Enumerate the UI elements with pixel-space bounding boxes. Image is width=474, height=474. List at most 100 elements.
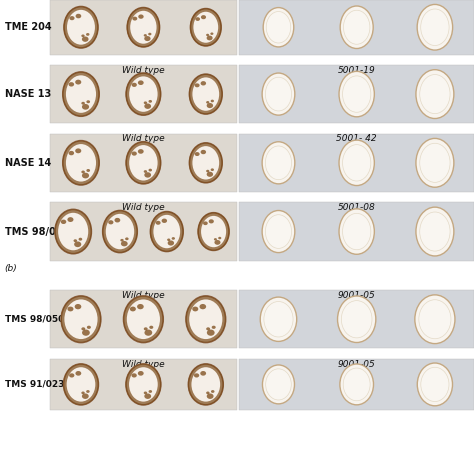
Ellipse shape xyxy=(162,219,167,223)
FancyBboxPatch shape xyxy=(239,290,474,348)
Ellipse shape xyxy=(69,151,74,155)
Ellipse shape xyxy=(124,296,163,343)
Text: Wild type: Wild type xyxy=(122,135,164,143)
Ellipse shape xyxy=(339,140,374,185)
Ellipse shape xyxy=(188,364,223,405)
Ellipse shape xyxy=(86,100,90,103)
Ellipse shape xyxy=(421,367,449,401)
Ellipse shape xyxy=(207,393,214,399)
Ellipse shape xyxy=(419,300,451,339)
Ellipse shape xyxy=(75,371,81,376)
Ellipse shape xyxy=(150,211,183,252)
FancyBboxPatch shape xyxy=(50,134,237,192)
FancyBboxPatch shape xyxy=(50,202,237,261)
Ellipse shape xyxy=(82,35,85,37)
Ellipse shape xyxy=(203,221,208,225)
Ellipse shape xyxy=(82,329,90,336)
Ellipse shape xyxy=(417,4,453,50)
Ellipse shape xyxy=(144,393,151,399)
Ellipse shape xyxy=(167,238,170,241)
Ellipse shape xyxy=(132,152,137,155)
Ellipse shape xyxy=(63,141,99,185)
Ellipse shape xyxy=(419,143,450,182)
Ellipse shape xyxy=(207,172,213,177)
Ellipse shape xyxy=(340,6,373,48)
Ellipse shape xyxy=(201,15,206,19)
Text: Wild type: Wild type xyxy=(122,203,164,212)
Ellipse shape xyxy=(343,213,371,250)
Ellipse shape xyxy=(126,364,161,405)
Ellipse shape xyxy=(144,172,151,178)
Ellipse shape xyxy=(337,296,376,343)
Ellipse shape xyxy=(75,14,81,18)
Ellipse shape xyxy=(145,329,152,336)
Ellipse shape xyxy=(190,74,222,114)
Ellipse shape xyxy=(195,152,200,156)
Ellipse shape xyxy=(206,328,210,330)
Ellipse shape xyxy=(206,101,210,104)
Ellipse shape xyxy=(82,171,85,173)
Ellipse shape xyxy=(82,392,85,394)
Ellipse shape xyxy=(55,210,91,254)
Ellipse shape xyxy=(87,326,91,329)
Ellipse shape xyxy=(340,364,374,405)
Ellipse shape xyxy=(67,307,73,311)
Ellipse shape xyxy=(343,145,371,181)
Text: 5001-19: 5001-19 xyxy=(338,66,375,74)
Text: 5001-08: 5001-08 xyxy=(338,203,375,212)
Ellipse shape xyxy=(207,329,215,336)
Ellipse shape xyxy=(75,148,81,153)
Ellipse shape xyxy=(148,169,152,172)
Ellipse shape xyxy=(64,7,98,48)
Ellipse shape xyxy=(263,8,294,47)
Ellipse shape xyxy=(207,36,213,40)
Ellipse shape xyxy=(82,104,89,109)
Ellipse shape xyxy=(344,10,370,44)
Ellipse shape xyxy=(132,17,137,20)
Ellipse shape xyxy=(69,374,74,377)
Ellipse shape xyxy=(206,170,210,173)
Ellipse shape xyxy=(262,142,295,184)
FancyBboxPatch shape xyxy=(50,65,237,123)
Ellipse shape xyxy=(416,70,454,118)
Ellipse shape xyxy=(192,307,198,311)
Ellipse shape xyxy=(263,365,294,404)
Text: Wild type: Wild type xyxy=(122,360,164,368)
Ellipse shape xyxy=(343,76,371,112)
Ellipse shape xyxy=(262,210,295,253)
Text: TMS 91/02324: TMS 91/02324 xyxy=(5,380,77,389)
Ellipse shape xyxy=(138,81,144,85)
Ellipse shape xyxy=(126,142,161,184)
Ellipse shape xyxy=(172,237,175,240)
Ellipse shape xyxy=(61,296,101,343)
Ellipse shape xyxy=(260,297,297,341)
Ellipse shape xyxy=(262,73,295,115)
Ellipse shape xyxy=(82,393,89,399)
Ellipse shape xyxy=(126,73,161,115)
Ellipse shape xyxy=(212,326,216,329)
Ellipse shape xyxy=(201,150,206,154)
Ellipse shape xyxy=(149,326,153,329)
Ellipse shape xyxy=(209,219,214,223)
Ellipse shape xyxy=(86,169,90,172)
Ellipse shape xyxy=(132,83,137,87)
Ellipse shape xyxy=(155,221,161,225)
Ellipse shape xyxy=(211,390,215,393)
Ellipse shape xyxy=(198,213,229,250)
Ellipse shape xyxy=(191,9,221,46)
Ellipse shape xyxy=(64,364,99,405)
Text: Wild type: Wild type xyxy=(122,291,164,300)
Ellipse shape xyxy=(138,14,144,19)
FancyBboxPatch shape xyxy=(239,0,474,55)
Ellipse shape xyxy=(200,304,206,310)
Text: 9001-05: 9001-05 xyxy=(338,360,375,368)
Ellipse shape xyxy=(69,16,74,20)
Ellipse shape xyxy=(343,368,370,401)
Ellipse shape xyxy=(207,103,213,108)
Ellipse shape xyxy=(190,143,222,183)
Ellipse shape xyxy=(127,8,160,47)
FancyBboxPatch shape xyxy=(50,359,237,410)
Ellipse shape xyxy=(144,392,147,394)
Ellipse shape xyxy=(419,74,450,114)
Ellipse shape xyxy=(82,173,89,178)
